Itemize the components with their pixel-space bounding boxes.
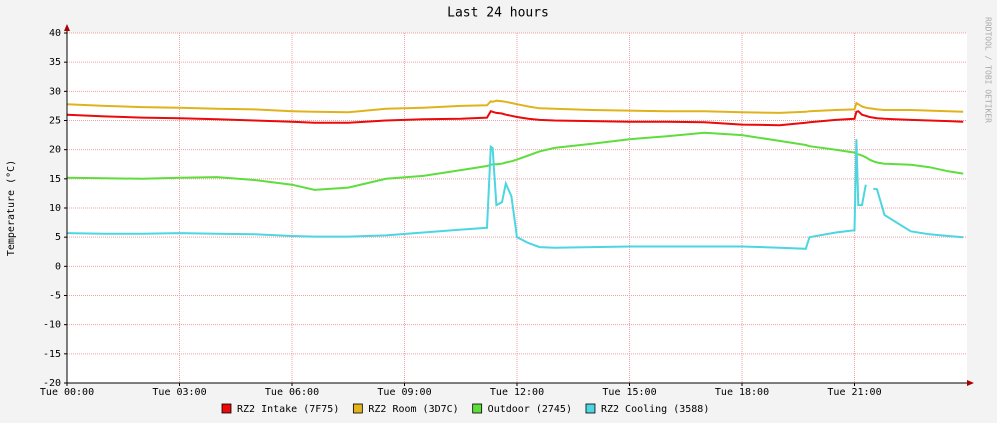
legend-label: RZ2 Room (3D7C) [368,404,458,415]
y-tick-label: 15 [49,174,61,185]
series-line [66,109,964,127]
y-tick-label: 25 [49,116,61,127]
x-tick-label: Tue 03:00 [152,387,206,398]
y-tick-label: 10 [49,203,61,214]
series-line [66,131,964,191]
y-tick-label: -10 [43,320,61,331]
y-axis-label: Temperature (°C) [6,160,17,256]
x-tick-label: Tue 15:00 [602,387,656,398]
y-tick-label: 30 [49,86,61,97]
lines [66,99,964,250]
x-tick-label: Tue 21:00 [827,387,881,398]
legend-swatch [472,403,483,414]
y-tick-label: 20 [49,145,61,156]
x-tick-label: Tue 18:00 [715,387,769,398]
legend: RZ2 Intake (7F75) RZ2 Room (3D7C) Outdoor … [221,403,709,415]
y-tick-label: 5 [55,232,61,243]
y-axis-arrow [64,24,70,31]
y-tick-label: 0 [55,261,61,272]
x-axis-arrow [967,380,974,386]
legend-label: RZ2 Cooling (3588) [601,404,709,415]
legend-swatch [352,403,363,414]
y-tick-label: -20 [43,378,61,389]
grid [64,32,967,386]
series-line [66,99,964,114]
x-tick-label: Tue 06:00 [265,387,319,398]
chart-title: Last 24 hours [447,6,549,21]
x-tick-label: Tue 09:00 [377,387,431,398]
series-line [66,139,964,250]
y-tick-label: 35 [49,57,61,68]
legend-swatch [221,403,232,414]
legend-label: RZ2 Intake (7F75) [237,404,339,415]
y-tick-label: 40 [49,28,61,39]
watermark: RRDTOOL / TOBI OETIKER [984,17,993,123]
legend-swatch [585,403,596,414]
y-tick-label: -5 [49,291,61,302]
axes [64,24,974,386]
x-tick-label: Tue 00:00 [40,387,94,398]
legend-label: Outdoor (2745) [488,404,572,415]
y-tick-label: -15 [43,349,61,360]
x-tick-label: Tue 12:00 [490,387,544,398]
